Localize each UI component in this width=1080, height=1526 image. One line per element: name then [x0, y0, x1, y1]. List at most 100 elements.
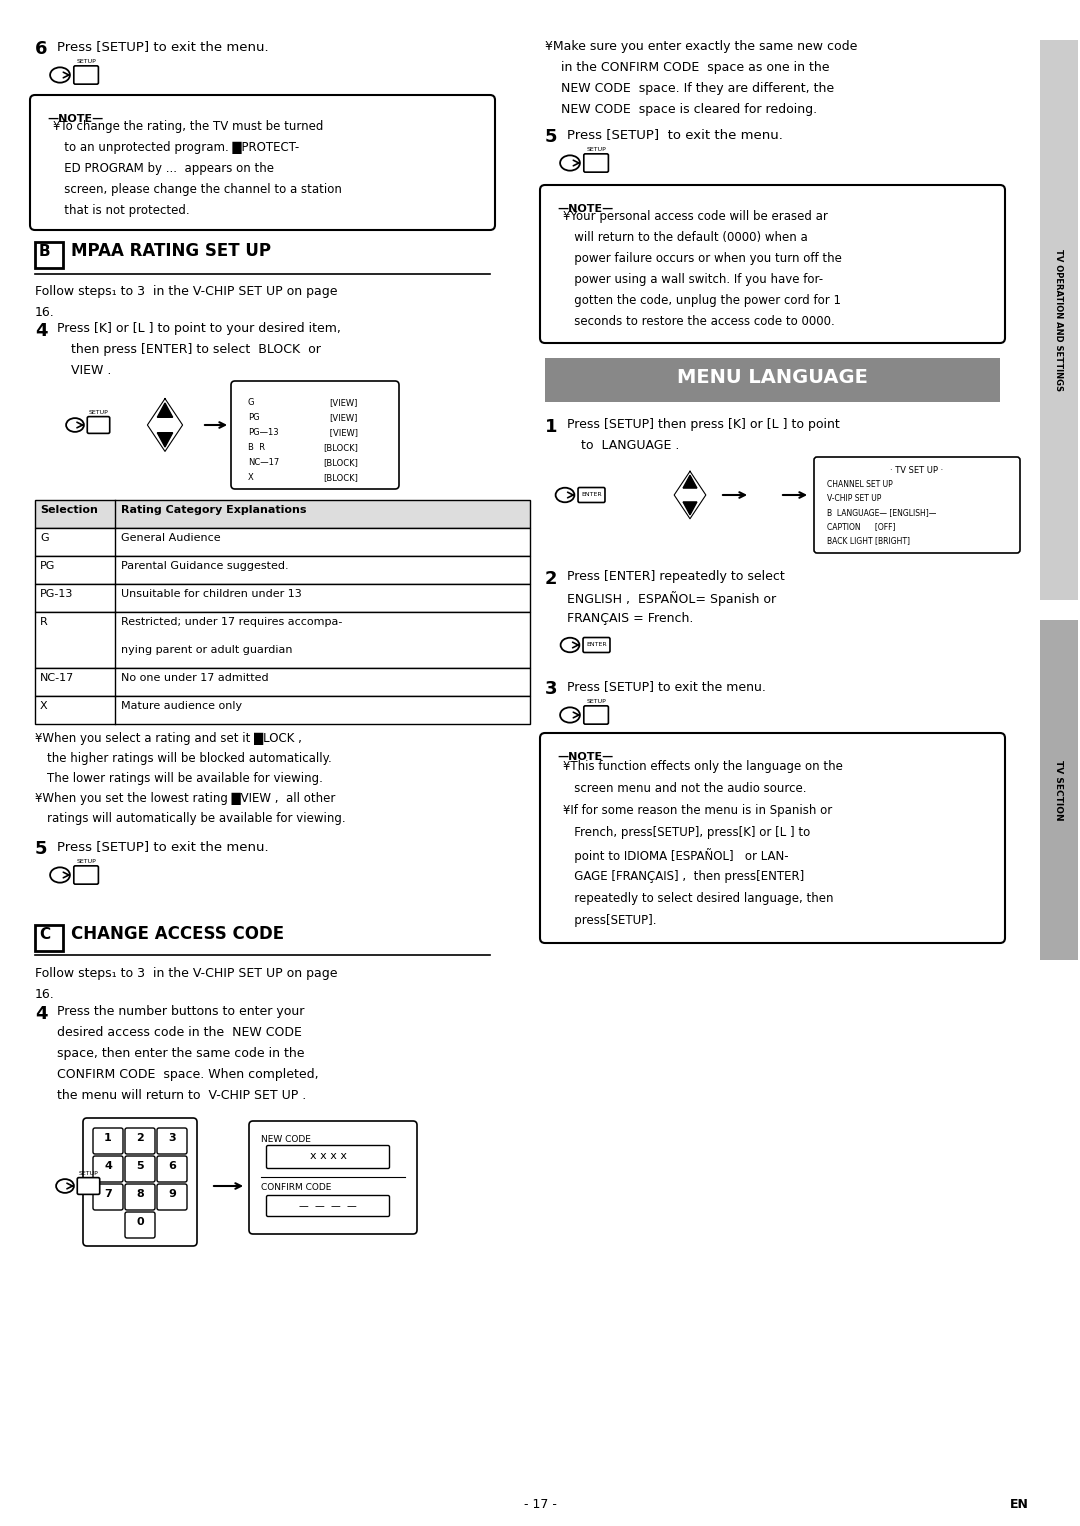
- Text: X: X: [40, 700, 48, 711]
- Text: then press [ENTER] to select  BLOCK  or: then press [ENTER] to select BLOCK or: [71, 343, 321, 356]
- Text: SETUP: SETUP: [79, 1170, 98, 1177]
- FancyBboxPatch shape: [267, 1146, 390, 1169]
- Text: 3: 3: [545, 681, 557, 697]
- Text: to an unprotected program. █PROTECT-: to an unprotected program. █PROTECT-: [53, 140, 299, 154]
- Text: screen menu and not the audio source.: screen menu and not the audio source.: [563, 781, 807, 795]
- Bar: [35, 696, 530, 723]
- Text: Selection: Selection: [40, 505, 98, 514]
- FancyBboxPatch shape: [73, 66, 98, 84]
- Text: 4: 4: [104, 1161, 112, 1170]
- Text: CHANNEL SET UP: CHANNEL SET UP: [827, 481, 893, 488]
- Polygon shape: [158, 433, 173, 447]
- Text: Follow steps₁ to 3  in the V-CHIP SET UP on page: Follow steps₁ to 3 in the V-CHIP SET UP …: [35, 285, 337, 298]
- Text: TV SECTION: TV SECTION: [1054, 760, 1064, 821]
- Text: Press [SETUP] to exit the menu.: Press [SETUP] to exit the menu.: [567, 681, 766, 693]
- Text: Press [SETUP] to exit the menu.: Press [SETUP] to exit the menu.: [57, 839, 269, 853]
- Text: SETUP: SETUP: [89, 410, 108, 415]
- Text: ¥This function effects only the language on the: ¥This function effects only the language…: [563, 760, 842, 774]
- Text: NC—17: NC—17: [248, 458, 280, 467]
- Text: Press the number buttons to enter your: Press the number buttons to enter your: [57, 1006, 305, 1018]
- Text: MPAA RATING SET UP: MPAA RATING SET UP: [71, 243, 271, 259]
- Text: TV OPERATION AND SETTINGS: TV OPERATION AND SETTINGS: [1054, 249, 1064, 391]
- Text: x x x x: x x x x: [310, 1151, 347, 1161]
- Text: C: C: [39, 926, 50, 942]
- Text: —  —  —  —: — — — —: [299, 1201, 356, 1212]
- Text: 9: 9: [168, 1189, 176, 1199]
- Bar: [1040, 40, 1078, 600]
- Text: PG—13: PG—13: [248, 427, 279, 436]
- FancyBboxPatch shape: [157, 1157, 187, 1183]
- Text: to  LANGUAGE .: to LANGUAGE .: [581, 439, 679, 452]
- FancyBboxPatch shape: [73, 865, 98, 884]
- Text: ED PROGRAM by ...  appears on the: ED PROGRAM by ... appears on the: [53, 162, 274, 175]
- FancyBboxPatch shape: [87, 417, 110, 433]
- Text: ENGLISH ,  ESPAÑOL= Spanish or: ENGLISH , ESPAÑOL= Spanish or: [567, 591, 777, 606]
- FancyBboxPatch shape: [93, 1157, 123, 1183]
- Text: ¥If for some reason the menu is in Spanish or: ¥If for some reason the menu is in Spani…: [563, 804, 833, 816]
- Text: 4: 4: [35, 1006, 48, 1022]
- Text: - 17 -: - 17 -: [524, 1499, 556, 1511]
- Text: Parental Guidance suggested.: Parental Guidance suggested.: [121, 562, 288, 571]
- Text: ratings will automatically be available for viewing.: ratings will automatically be available …: [48, 812, 346, 826]
- Text: nying parent or adult guardian: nying parent or adult guardian: [121, 645, 293, 655]
- Text: Press [SETUP]  to exit the menu.: Press [SETUP] to exit the menu.: [567, 128, 783, 140]
- Text: 6: 6: [35, 40, 48, 58]
- Text: CHANGE ACCESS CODE: CHANGE ACCESS CODE: [71, 925, 284, 943]
- Text: that is not protected.: that is not protected.: [53, 204, 190, 217]
- Text: V-CHIP SET UP: V-CHIP SET UP: [827, 494, 881, 504]
- FancyBboxPatch shape: [583, 638, 610, 653]
- Text: 16.: 16.: [35, 987, 55, 1001]
- FancyBboxPatch shape: [125, 1157, 156, 1183]
- Polygon shape: [683, 475, 697, 488]
- Text: CONFIRM CODE  space. When completed,: CONFIRM CODE space. When completed,: [57, 1068, 319, 1080]
- Text: in the CONFIRM CODE  space as one in the: in the CONFIRM CODE space as one in the: [561, 61, 829, 73]
- Text: G: G: [248, 398, 255, 407]
- FancyBboxPatch shape: [78, 1178, 99, 1195]
- Text: 4: 4: [35, 322, 48, 340]
- Text: 3: 3: [168, 1132, 176, 1143]
- Text: ¥When you set the lowest rating █VIEW ,  all other: ¥When you set the lowest rating █VIEW , …: [35, 792, 336, 806]
- FancyBboxPatch shape: [814, 456, 1020, 552]
- Text: FRANÇAIS = French.: FRANÇAIS = French.: [567, 612, 693, 626]
- Text: Rating Category Explanations: Rating Category Explanations: [121, 505, 307, 514]
- Text: power failure occurs or when you turn off the: power failure occurs or when you turn of…: [563, 252, 842, 266]
- Bar: [35, 925, 63, 951]
- Text: B: B: [39, 244, 51, 259]
- Text: the menu will return to  V-CHIP SET UP .: the menu will return to V-CHIP SET UP .: [57, 1090, 307, 1102]
- Text: 2: 2: [136, 1132, 144, 1143]
- Text: 8: 8: [136, 1189, 144, 1199]
- Text: PG: PG: [40, 562, 55, 571]
- Text: [VIEW]: [VIEW]: [327, 427, 357, 436]
- Text: 5: 5: [545, 128, 557, 146]
- Text: SETUP: SETUP: [586, 699, 606, 705]
- Bar: [35, 668, 530, 696]
- Text: space, then enter the same code in the: space, then enter the same code in the: [57, 1047, 305, 1061]
- Text: R: R: [40, 617, 48, 627]
- Text: 16.: 16.: [35, 307, 55, 319]
- Bar: [35, 584, 530, 612]
- Bar: [35, 243, 63, 269]
- FancyBboxPatch shape: [540, 732, 1005, 943]
- Text: ¥Make sure you enter exactly the same new code: ¥Make sure you enter exactly the same ne…: [545, 40, 858, 53]
- Text: Unsuitable for children under 13: Unsuitable for children under 13: [121, 589, 301, 600]
- Text: —NOTE—: —NOTE—: [557, 752, 613, 761]
- Text: 6: 6: [168, 1161, 176, 1170]
- Text: NC-17: NC-17: [40, 673, 75, 684]
- FancyBboxPatch shape: [125, 1212, 156, 1238]
- Text: Mature audience only: Mature audience only: [121, 700, 242, 711]
- Text: B  LANGUAGE— [ENGLISH]—: B LANGUAGE— [ENGLISH]—: [827, 508, 936, 517]
- Bar: [545, 359, 1000, 401]
- FancyBboxPatch shape: [125, 1128, 156, 1154]
- FancyBboxPatch shape: [30, 95, 495, 230]
- Text: 0: 0: [136, 1218, 144, 1227]
- Text: PG-13: PG-13: [40, 589, 73, 600]
- Text: press[SETUP].: press[SETUP].: [563, 914, 657, 926]
- Text: SETUP: SETUP: [77, 859, 96, 864]
- Text: 2: 2: [545, 571, 557, 588]
- Text: SETUP: SETUP: [586, 148, 606, 153]
- Text: EN: EN: [1010, 1499, 1029, 1511]
- FancyBboxPatch shape: [231, 382, 399, 488]
- Text: seconds to restore the access code to 0000.: seconds to restore the access code to 00…: [563, 314, 835, 328]
- Text: Press [SETUP] to exit the menu.: Press [SETUP] to exit the menu.: [57, 40, 269, 53]
- FancyBboxPatch shape: [267, 1195, 390, 1216]
